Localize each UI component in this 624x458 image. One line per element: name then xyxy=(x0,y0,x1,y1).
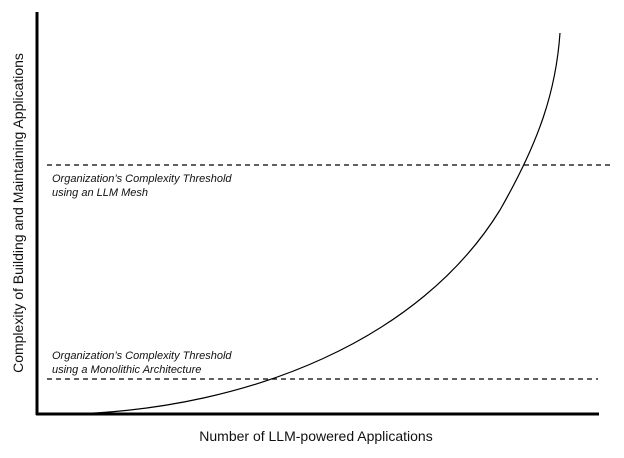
threshold-label: using a Monolithic Architecture xyxy=(52,364,201,376)
complexity-curve xyxy=(74,32,561,415)
threshold-label: Organization’s Complexity Threshold xyxy=(52,173,232,185)
threshold-label: using an LLM Mesh xyxy=(52,187,148,199)
x-axis-label: Number of LLM-powered Applications xyxy=(199,428,432,444)
y-axis-label: Complexity of Building and Maintaining A… xyxy=(10,53,26,373)
threshold-label: Organization’s Complexity Threshold xyxy=(52,350,232,362)
